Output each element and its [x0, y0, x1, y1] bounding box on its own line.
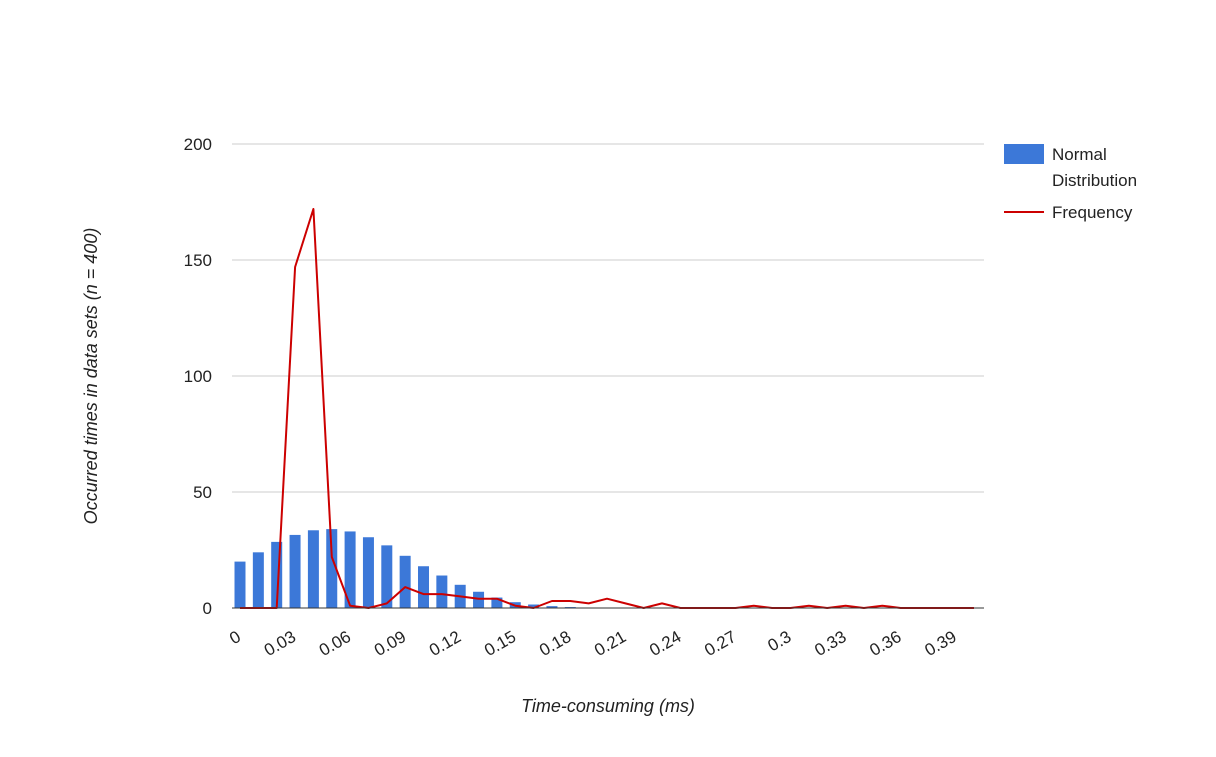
y-tick-label-200: 200	[184, 135, 212, 154]
x-tick-label-0.24: 0.24	[646, 627, 684, 660]
x-tick-labels: 0 0.03 0.06 0.09 0.12 0.15 0.18 0.21 0.24 0.27 0.3…	[226, 627, 959, 660]
x-tick-label-0.18: 0.18	[536, 627, 574, 660]
bar-series	[235, 529, 613, 608]
bar-8	[381, 545, 392, 608]
legend-swatch-normal-distribution	[1004, 144, 1044, 164]
x-tick-label-0: 0	[226, 627, 244, 648]
bar-11	[436, 576, 447, 608]
y-axis-title: Occurred times in data sets (n = 400)	[81, 228, 101, 525]
bar-13	[473, 592, 484, 608]
x-tick-label-0.27: 0.27	[701, 627, 739, 660]
bar-1	[253, 552, 264, 608]
x-tick-label-0.3: 0.3	[765, 627, 795, 655]
x-tick-label-0.03: 0.03	[261, 627, 299, 660]
y-tick-labels: 0 50 100 150 200	[184, 135, 212, 618]
bar-4	[308, 530, 319, 608]
bar-7	[363, 537, 374, 608]
gridlines	[232, 144, 984, 492]
bar-3	[290, 535, 301, 608]
legend: Normal Distribution Frequency	[1004, 144, 1137, 222]
y-tick-label-50: 50	[193, 483, 212, 502]
x-tick-label-0.33: 0.33	[811, 627, 849, 660]
bar-0	[235, 562, 246, 608]
y-tick-label-150: 150	[184, 251, 212, 270]
x-tick-label-0.06: 0.06	[316, 627, 354, 660]
x-tick-label-0.36: 0.36	[866, 627, 904, 660]
x-tick-label-0.15: 0.15	[481, 627, 519, 660]
y-tick-label-0: 0	[203, 599, 212, 618]
x-tick-label-0.09: 0.09	[371, 627, 409, 660]
y-tick-label-100: 100	[184, 367, 212, 386]
bar-10	[418, 566, 429, 608]
x-tick-label-0.12: 0.12	[426, 627, 464, 660]
x-tick-label-0.39: 0.39	[921, 627, 959, 660]
x-tick-label-0.21: 0.21	[591, 627, 629, 660]
x-axis-title: Time-consuming (ms)	[521, 696, 695, 716]
legend-label-frequency: Frequency	[1052, 203, 1133, 222]
bar-9	[400, 556, 411, 608]
legend-label-normal-distribution: Normal Distribution	[1052, 145, 1137, 190]
